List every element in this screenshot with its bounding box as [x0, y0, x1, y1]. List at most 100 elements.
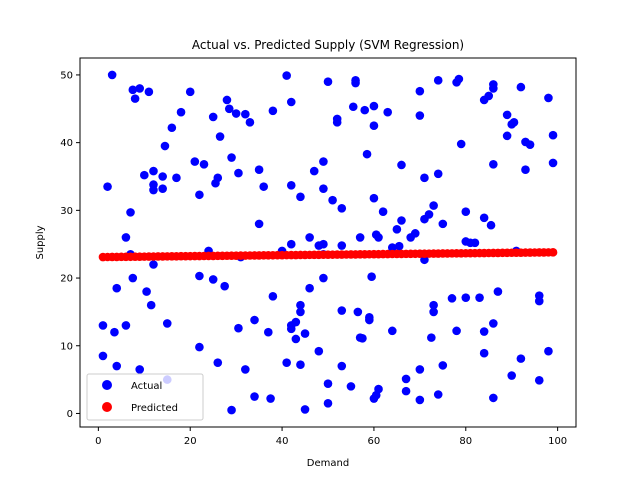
x-tick-label: 80 — [459, 436, 472, 447]
actual-point — [231, 109, 241, 118]
actual-point — [158, 172, 167, 181]
actual-point — [516, 354, 526, 363]
actual-point — [319, 157, 328, 166]
actual-point — [420, 173, 429, 183]
actual-point — [415, 86, 425, 96]
actual-point — [162, 319, 172, 328]
actual-point — [516, 82, 526, 92]
y-tick-label: 40 — [60, 138, 73, 149]
actual-point — [282, 71, 291, 80]
actual-point — [286, 97, 296, 107]
actual-point — [142, 287, 151, 296]
actual-point — [103, 182, 112, 191]
y-axis: 0 10 20 30 40 50 — [60, 70, 80, 420]
actual-point — [149, 185, 158, 195]
actual-point — [461, 293, 471, 302]
actual-point — [328, 195, 337, 205]
actual-point — [245, 118, 255, 127]
actual-point — [461, 207, 471, 216]
actual-point — [259, 182, 269, 191]
actual-point — [167, 123, 177, 133]
actual-point — [264, 327, 273, 337]
actual-point — [291, 317, 301, 327]
actual-point — [479, 213, 489, 223]
actual-point — [291, 334, 301, 344]
actual-point — [429, 300, 438, 310]
actual-point — [282, 358, 291, 367]
actual-point — [369, 101, 379, 111]
actual-point — [433, 76, 443, 85]
predicted-series — [98, 248, 558, 262]
actual-point — [429, 201, 438, 210]
actual-point — [135, 84, 144, 93]
actual-point — [213, 173, 223, 183]
actual-point — [250, 315, 259, 325]
actual-point — [144, 87, 154, 97]
actual-point — [268, 106, 278, 116]
actual-point — [415, 111, 425, 120]
actual-point — [121, 321, 131, 330]
actual-point — [502, 131, 512, 141]
actual-point — [374, 384, 383, 394]
actual-point — [427, 333, 436, 342]
actual-point — [300, 329, 310, 338]
actual-point — [424, 210, 434, 219]
actual-point — [208, 112, 218, 122]
actual-point — [268, 292, 278, 301]
actual-point — [215, 132, 225, 141]
actual-point — [309, 166, 319, 176]
actual-point — [420, 255, 429, 265]
actual-point — [548, 158, 558, 168]
actual-point — [365, 315, 374, 325]
actual-point — [544, 93, 553, 103]
actual-point — [433, 390, 443, 399]
actual-point — [447, 294, 457, 303]
actual-point — [509, 118, 519, 127]
x-tick-label: 60 — [368, 436, 381, 447]
actual-point — [353, 307, 363, 317]
actual-point — [254, 165, 264, 175]
actual-point — [369, 121, 379, 131]
actual-point — [286, 239, 296, 249]
actual-point — [337, 241, 347, 250]
actual-point — [489, 393, 498, 403]
actual-point — [98, 321, 108, 330]
actual-point — [351, 76, 360, 85]
actual-point — [319, 184, 328, 193]
actual-point — [128, 85, 138, 95]
x-axis: 0 20 40 60 80 100 — [95, 427, 567, 447]
actual-point — [126, 208, 135, 217]
y-tick-label: 10 — [60, 341, 73, 352]
actual-point — [195, 190, 204, 200]
actual-point — [534, 291, 544, 300]
actual-point — [128, 273, 138, 283]
actual-point — [486, 220, 496, 230]
y-tick-label: 20 — [60, 274, 73, 285]
plot-area-frame — [79, 57, 577, 428]
legend: Actual Predicted — [86, 373, 204, 421]
actual-point — [234, 168, 243, 178]
actual-point — [149, 166, 158, 176]
actual-point — [429, 307, 438, 317]
actual-point — [489, 160, 498, 169]
actual-point — [250, 392, 259, 401]
actual-point — [534, 375, 544, 385]
actual-point — [394, 241, 404, 251]
actual-point — [323, 399, 333, 408]
actual-point — [367, 272, 376, 281]
actual-point — [475, 293, 484, 302]
actual-point — [378, 207, 388, 216]
actual-point — [355, 233, 365, 242]
actual-point — [227, 405, 236, 415]
actual-point — [220, 281, 229, 291]
actual-point — [489, 319, 498, 328]
actual-point — [401, 386, 411, 396]
actual-point — [323, 77, 333, 86]
actual-point — [296, 192, 305, 202]
actual-point — [438, 361, 448, 370]
actual-point — [98, 351, 108, 361]
actual-point — [195, 342, 204, 352]
actual-point — [305, 283, 314, 293]
actual-point — [319, 273, 328, 283]
